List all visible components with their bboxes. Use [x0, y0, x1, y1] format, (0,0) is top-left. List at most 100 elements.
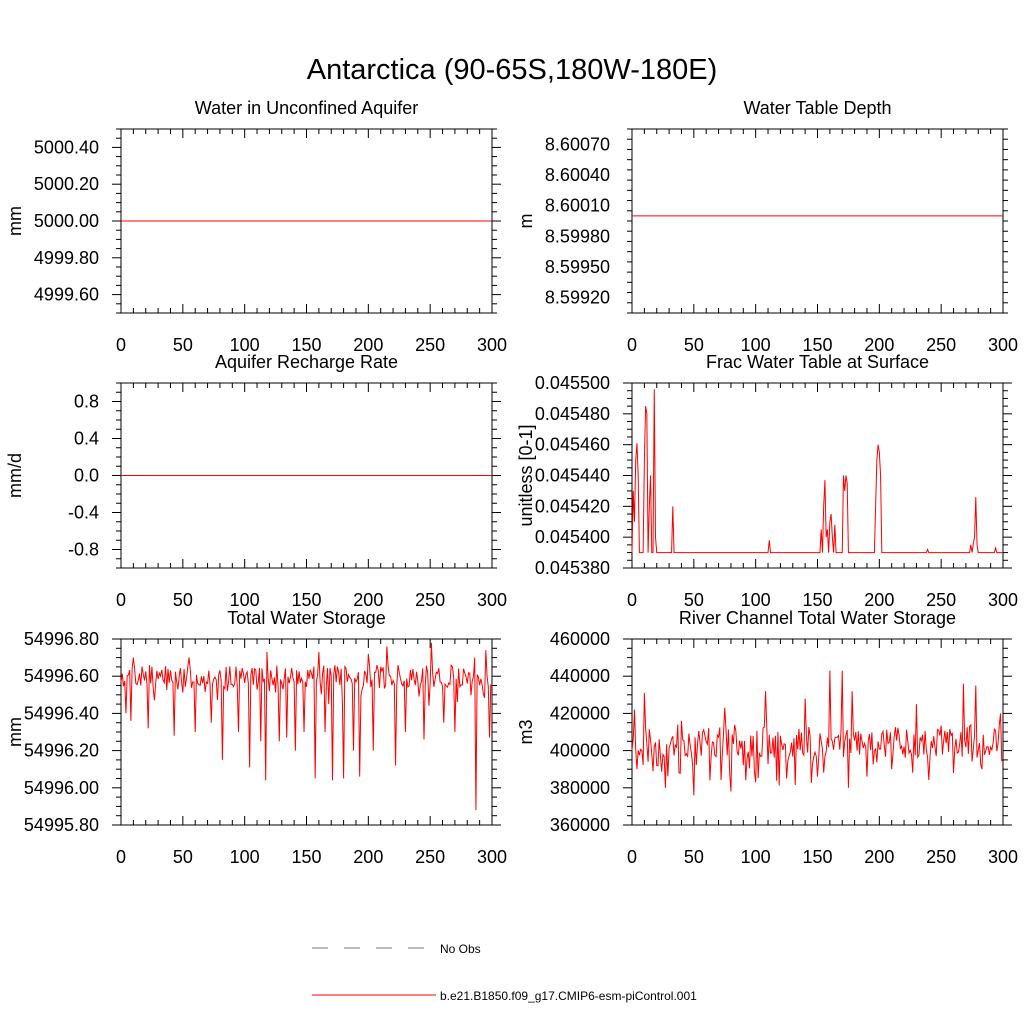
panel-total-water-storage: Total Water Storage 0 50 100 150 200 250 300 549… [5, 608, 507, 867]
x-tick-label-frac-water-table-at-surface: 0 [627, 590, 637, 610]
y-tick-label-frac-water-table-at-surface: 0.045420 [535, 496, 610, 516]
panel-title-river-channel-total-water-storage: River Channel Total Water Storage [679, 608, 956, 628]
x-tick-label-aquifer-recharge-rate: 300 [477, 590, 507, 610]
y-axis-river-channel-total-water-storage: 360000 380000 400000 420000 440000 460000 [550, 629, 1012, 835]
y-axis-label-aquifer-recharge-rate: mm/d [5, 453, 25, 498]
x-tick-label-total-water-storage: 300 [477, 847, 507, 867]
y-axis-total-water-storage: 54995.80 54996.00 54996.20 54996.40 54996.60… [24, 629, 501, 835]
y-tick-label-aquifer-recharge-rate: 0.4 [74, 429, 99, 449]
panel-aquifer-recharge-rate: Aquifer Recharge Rate 0 50 100 150 200 250 300 -… [5, 352, 507, 610]
x-axis-aquifer-recharge-rate: 0 50 100 150 200 250 300 [116, 383, 507, 610]
y-axis-label-water-in-unconfined-aquifer: mm [5, 206, 25, 236]
x-tick-label-river-channel-total-water-storage: 300 [988, 847, 1018, 867]
y-tick-label-water-table-depth: 8.60010 [545, 196, 610, 216]
y-tick-label-river-channel-total-water-storage: 360000 [550, 815, 610, 835]
panel-title-water-in-unconfined-aquifer: Water in Unconfined Aquifer [195, 98, 418, 118]
y-axis-aquifer-recharge-rate: -0.8 -0.4 0.0 0.4 0.8 [68, 382, 501, 569]
y-tick-label-water-in-unconfined-aquifer: 4999.80 [34, 248, 99, 268]
x-tick-label-water-table-depth: 200 [864, 335, 894, 355]
panel-water-table-depth: Water Table Depth 0 50 100 150 200 250 300 8.599… [516, 98, 1018, 355]
y-tick-label-river-channel-total-water-storage: 420000 [550, 703, 610, 723]
y-tick-label-aquifer-recharge-rate: -0.8 [68, 540, 99, 560]
y-tick-label-frac-water-table-at-surface: 0.045380 [535, 558, 610, 578]
x-tick-label-water-in-unconfined-aquifer: 300 [477, 335, 507, 355]
y-tick-label-water-table-depth: 8.59950 [545, 257, 610, 277]
panel-title-total-water-storage: Total Water Storage [227, 608, 385, 628]
y-tick-label-water-table-depth: 8.59920 [545, 288, 610, 308]
legend-entry-no-obs: No Obs [312, 942, 481, 956]
panel-title-aquifer-recharge-rate: Aquifer Recharge Rate [215, 352, 398, 372]
x-tick-label-river-channel-total-water-storage: 100 [741, 847, 771, 867]
y-tick-label-frac-water-table-at-surface: 0.045460 [535, 435, 610, 455]
panel-frac-water-table-at-surface: Frac Water Table at Surface 0 50 100 150 200 2… [516, 352, 1018, 610]
y-tick-label-frac-water-table-at-surface: 0.045400 [535, 527, 610, 547]
x-tick-label-aquifer-recharge-rate: 150 [291, 590, 321, 610]
y-tick-label-total-water-storage: 54996.20 [24, 741, 99, 761]
y-tick-label-water-in-unconfined-aquifer: 5000.00 [34, 211, 99, 231]
y-tick-label-river-channel-total-water-storage: 440000 [550, 666, 610, 686]
series-line-total-water-storage [120, 642, 493, 811]
y-tick-label-water-in-unconfined-aquifer: 5000.20 [34, 174, 99, 194]
panel-title-water-table-depth: Water Table Depth [743, 98, 891, 118]
y-tick-label-frac-water-table-at-surface: 0.045480 [535, 404, 610, 424]
legend-label-model-run: b.e21.B1850.f09_g17.CMIP6-esm-piControl.… [440, 989, 697, 1003]
y-tick-label-total-water-storage: 54996.60 [24, 666, 99, 686]
y-tick-label-water-in-unconfined-aquifer: 4999.60 [34, 285, 99, 305]
x-tick-label-aquifer-recharge-rate: 100 [230, 590, 260, 610]
x-axis-water-table-depth: 0 50 100 150 200 250 300 [627, 129, 1018, 355]
y-tick-label-frac-water-table-at-surface: 0.045500 [535, 373, 610, 393]
x-axis-frac-water-table-at-surface: 0 50 100 150 200 250 300 [627, 383, 1018, 610]
y-tick-label-river-channel-total-water-storage: 460000 [550, 629, 610, 649]
x-axis-river-channel-total-water-storage: 0 50 100 150 200 250 300 [627, 639, 1018, 867]
x-tick-label-water-table-depth: 300 [988, 335, 1018, 355]
x-tick-label-frac-water-table-at-surface: 300 [988, 590, 1018, 610]
y-axis-label-total-water-storage: mm [5, 717, 25, 747]
y-axis-label-river-channel-total-water-storage: m3 [516, 719, 536, 744]
x-tick-label-water-table-depth: 50 [684, 335, 704, 355]
y-axis-water-table-depth: 8.59920 8.59950 8.59980 8.60010 8.60040 8.600… [545, 128, 1008, 314]
series-line-river-channel-total-water-storage [631, 670, 1004, 796]
x-tick-label-total-water-storage: 250 [415, 847, 445, 867]
x-tick-label-frac-water-table-at-surface: 50 [684, 590, 704, 610]
y-tick-label-total-water-storage: 54996.80 [24, 629, 99, 649]
panel-river-channel-total-water-storage: River Channel Total Water Storage 0 50 100 1… [516, 608, 1018, 867]
panels: Water in Unconfined Aquifer 0 50 100 150 200 2… [5, 98, 1018, 867]
panel-water-in-unconfined-aquifer: Water in Unconfined Aquifer 0 50 100 150 200 2… [5, 98, 507, 355]
x-tick-label-river-channel-total-water-storage: 150 [802, 847, 832, 867]
y-axis-water-in-unconfined-aquifer: 4999.60 4999.80 5000.00 5000.20 5000.40 [34, 128, 501, 314]
y-tick-label-total-water-storage: 54995.80 [24, 815, 99, 835]
x-tick-label-frac-water-table-at-surface: 200 [864, 590, 894, 610]
y-axis-frac-water-table-at-surface: 0.045380 0.045400 0.045420 0.045440 0.045460… [535, 373, 1012, 578]
y-axis-label-frac-water-table-at-surface: unitless [0-1] [516, 424, 536, 526]
legend-entry-model-run: b.e21.B1850.f09_g17.CMIP6-esm-piControl.… [312, 989, 697, 1003]
x-tick-label-water-table-depth: 250 [926, 335, 956, 355]
x-tick-label-total-water-storage: 100 [230, 847, 260, 867]
y-tick-label-total-water-storage: 54996.40 [24, 703, 99, 723]
x-tick-label-river-channel-total-water-storage: 0 [627, 847, 637, 867]
legend: No Obs b.e21.B1850.f09_g17.CMIP6-esm-piC… [312, 942, 697, 1003]
y-tick-label-aquifer-recharge-rate: 0.0 [74, 466, 99, 486]
y-tick-label-aquifer-recharge-rate: -0.4 [68, 503, 99, 523]
x-tick-label-water-table-depth: 150 [802, 335, 832, 355]
x-tick-label-water-in-unconfined-aquifer: 0 [116, 335, 126, 355]
x-tick-label-total-water-storage: 50 [173, 847, 193, 867]
legend-label-no-obs: No Obs [440, 942, 481, 956]
x-tick-label-aquifer-recharge-rate: 200 [353, 590, 383, 610]
x-axis-total-water-storage: 0 50 100 150 200 250 300 [116, 639, 507, 867]
x-tick-label-frac-water-table-at-surface: 250 [926, 590, 956, 610]
y-tick-label-water-in-unconfined-aquifer: 5000.40 [34, 137, 99, 157]
y-tick-label-river-channel-total-water-storage: 380000 [550, 778, 610, 798]
y-tick-label-water-table-depth: 8.60040 [545, 165, 610, 185]
x-tick-label-frac-water-table-at-surface: 100 [741, 590, 771, 610]
x-axis-water-in-unconfined-aquifer: 0 50 100 150 200 250 300 [116, 129, 507, 355]
y-tick-label-river-channel-total-water-storage: 400000 [550, 741, 610, 761]
series-line-frac-water-table-at-surface [631, 389, 1003, 554]
x-tick-label-water-in-unconfined-aquifer: 100 [230, 335, 260, 355]
x-tick-label-aquifer-recharge-rate: 250 [415, 590, 445, 610]
y-tick-label-frac-water-table-at-surface: 0.045440 [535, 466, 610, 486]
x-tick-label-water-in-unconfined-aquifer: 50 [173, 335, 193, 355]
x-tick-label-water-table-depth: 100 [741, 335, 771, 355]
y-tick-label-aquifer-recharge-rate: 0.8 [74, 392, 99, 412]
y-tick-label-water-table-depth: 8.60070 [545, 134, 610, 154]
x-tick-label-total-water-storage: 0 [116, 847, 126, 867]
